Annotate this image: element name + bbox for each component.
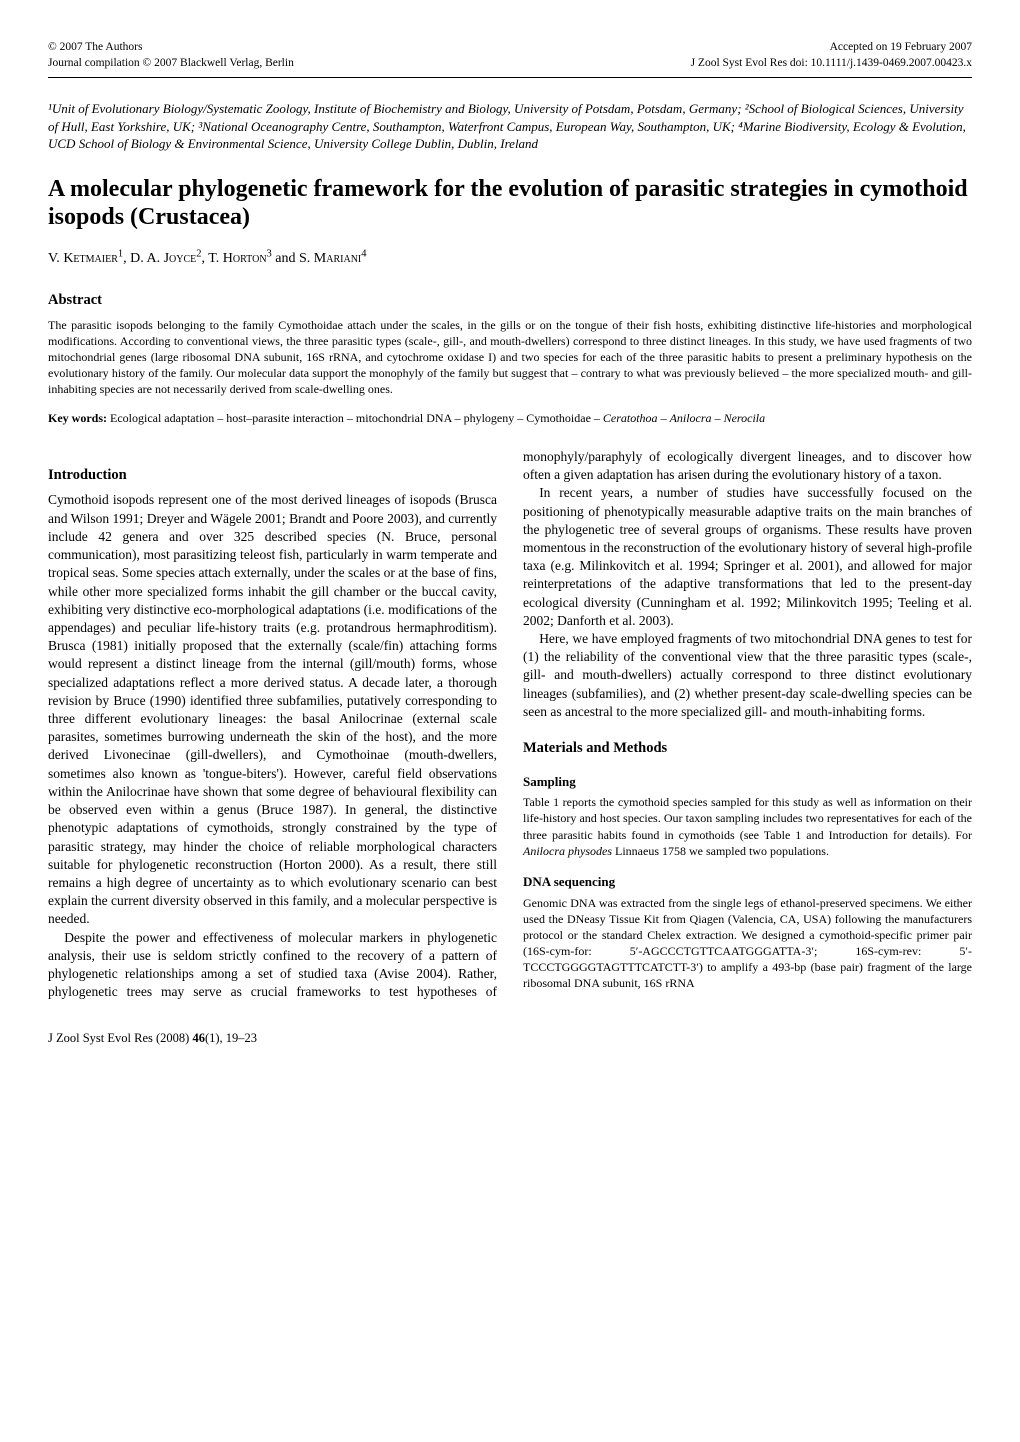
affiliations: ¹Unit of Evolutionary Biology/Systematic… xyxy=(48,100,972,153)
intro-paragraph-1: Cymothoid isopods represent one of the m… xyxy=(48,491,497,928)
journal-doi: J Zool Syst Evol Res doi: 10.1111/j.1439… xyxy=(691,56,972,72)
keywords-text: Ecological adaptation – host–parasite in… xyxy=(107,411,765,425)
author-list: V. Ketmaier1, D. A. Joyce2, T. Horton3 a… xyxy=(48,250,972,269)
article-title: A molecular phylogenetic framework for t… xyxy=(48,175,972,233)
sampling-text: Table 1 reports the cymothoid species sa… xyxy=(523,794,972,859)
keywords-label: Key words: xyxy=(48,411,107,425)
copyright-authors: © 2007 The Authors xyxy=(48,40,294,56)
intro-paragraph-3: In recent years, a number of studies hav… xyxy=(523,484,972,630)
header-left: © 2007 The Authors Journal compilation ©… xyxy=(48,40,294,71)
sampling-heading: Sampling xyxy=(523,773,972,791)
introduction-heading: Introduction xyxy=(48,466,497,486)
abstract-heading: Abstract xyxy=(48,291,972,311)
header-right: Accepted on 19 February 2007 J Zool Syst… xyxy=(691,40,972,71)
page-footer: J Zool Syst Evol Res (2008) 46(1), 19–23 xyxy=(48,1030,972,1047)
abstract-text: The parasitic isopods belonging to the f… xyxy=(48,317,972,398)
header-rule xyxy=(48,77,972,78)
copyright-journal: Journal compilation © 2007 Blackwell Ver… xyxy=(48,56,294,72)
keywords: Key words: Ecological adaptation – host–… xyxy=(48,410,972,426)
journal-header: © 2007 The Authors Journal compilation ©… xyxy=(48,40,972,71)
intro-paragraph-4: Here, we have employed fragments of two … xyxy=(523,630,972,721)
methods-heading: Materials and Methods xyxy=(523,739,972,759)
dna-sequencing-text: Genomic DNA was extracted from the singl… xyxy=(523,895,972,992)
dna-sequencing-heading: DNA sequencing xyxy=(523,873,972,891)
accepted-date: Accepted on 19 February 2007 xyxy=(691,40,972,56)
body-columns: Introduction Cymothoid isopods represent… xyxy=(48,448,972,1002)
